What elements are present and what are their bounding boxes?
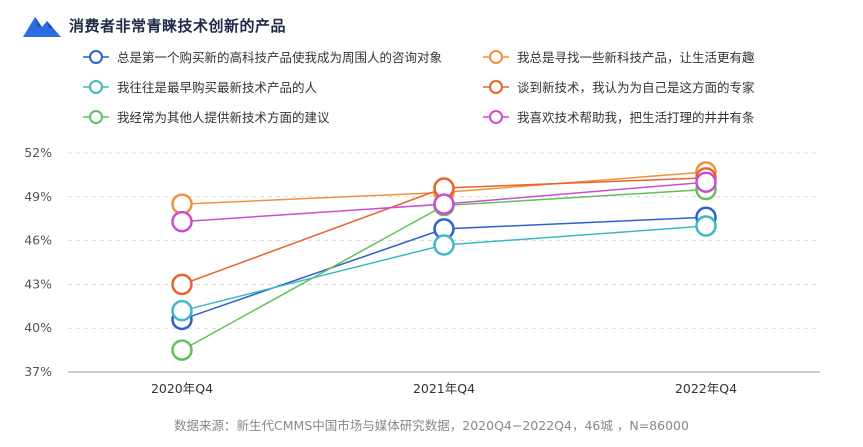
- x-tick-label: 2020年Q4: [151, 381, 213, 396]
- data-point: [695, 171, 717, 193]
- data-point: [171, 299, 193, 322]
- legend-swatch-icon: [483, 49, 509, 64]
- legend-swatch-icon: [483, 109, 509, 124]
- legend-swatch-icon: [83, 79, 109, 94]
- y-tick-label: 49%: [24, 189, 52, 204]
- legend-item: 总是第一个购买新的高科技产品使我成为周围人的咨询对象: [83, 47, 442, 66]
- legend-item: 我总是寻找一些新科技产品，让生活更有趣: [483, 47, 755, 66]
- data-point: [171, 273, 193, 296]
- legend-item: 我经常为其他人提供新技术方面的建议: [83, 107, 330, 126]
- y-tick-label: 37%: [24, 364, 52, 379]
- legend-label: 我喜欢技术帮助我，把生活打理的井井有条: [517, 110, 755, 125]
- y-tick-label: 40%: [24, 320, 52, 335]
- y-tick-label: 46%: [24, 233, 52, 248]
- data-source-note: 数据来源：新生代CMMS中国市场与媒体研究数据，2020Q4−2022Q4，46…: [174, 418, 689, 433]
- legend-swatch-icon: [83, 109, 109, 124]
- chart-title: 消费者非常青睐技术创新的产品: [69, 16, 287, 35]
- legend-label: 总是第一个购买新的高科技产品使我成为周围人的咨询对象: [117, 50, 443, 65]
- x-tick-label: 2022年Q4: [675, 381, 737, 396]
- legend-swatch-icon: [483, 79, 509, 94]
- data-point: [171, 339, 193, 361]
- line-chart: 37% 40% 43% 46% 49% 52% 2020年Q4 2021年Q4 2022年Q4: [24, 145, 820, 396]
- legend-item: 我喜欢技术帮助我，把生活打理的井井有条: [483, 107, 755, 126]
- data-point: [171, 193, 193, 215]
- legend-label: 谈到新技术，我认为为自己是这方面的专家: [517, 80, 755, 95]
- legend-label: 我经常为其他人提供新技术方面的建议: [117, 110, 330, 125]
- legend-label: 我往往是最早购买最新技术产品的人: [117, 80, 318, 95]
- data-point: [695, 215, 717, 237]
- data-point: [433, 193, 455, 215]
- y-tick-label: 43%: [24, 276, 52, 291]
- data-point: [433, 234, 455, 256]
- chart-header: 消费者非常青睐技术创新的产品: [23, 10, 286, 40]
- legend-label: 我总是寻找一些新科技产品，让生活更有趣: [517, 50, 755, 65]
- x-tick-label: 2021年Q4: [413, 381, 475, 396]
- legend-item: 谈到新技术，我认为为自己是这方面的专家: [483, 77, 755, 96]
- legend-swatch-icon: [83, 49, 109, 64]
- legend-item: 我往往是最早购买最新技术产品的人: [83, 77, 317, 96]
- mountain-logo-icon: [23, 17, 61, 37]
- data-point: [171, 210, 193, 233]
- y-tick-label: 52%: [24, 145, 52, 160]
